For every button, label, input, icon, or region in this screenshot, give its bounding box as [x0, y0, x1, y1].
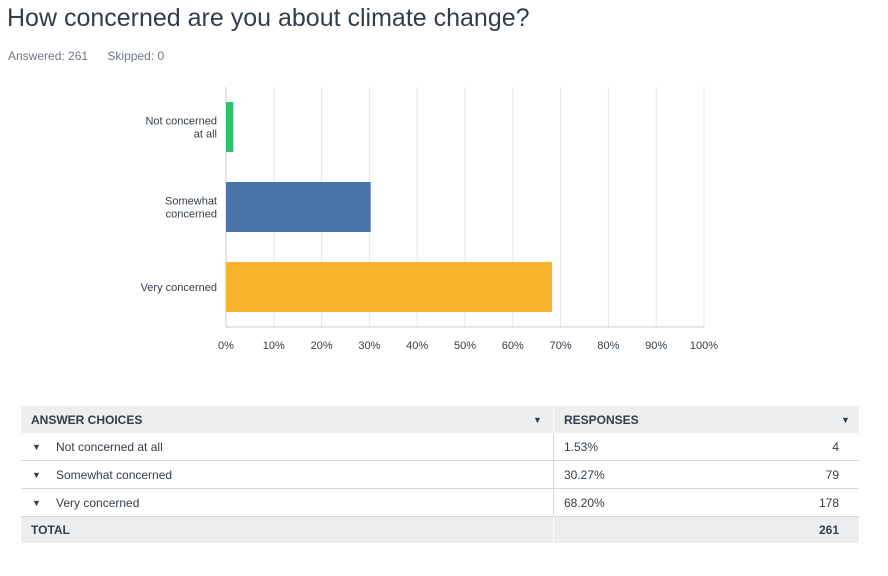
column-divider	[553, 517, 554, 543]
column-divider	[553, 489, 554, 516]
choice-label: Very concerned	[56, 495, 140, 510]
category-label: Not concerned	[145, 116, 217, 128]
choice-count: 79	[825, 467, 839, 482]
x-tick-label: 50%	[454, 340, 476, 352]
table-row: ▼ Somewhat concerned 30.27% 79	[21, 461, 859, 489]
x-tick-label: 100%	[690, 340, 718, 352]
bar[interactable]	[226, 182, 371, 232]
x-tick-label: 0%	[218, 340, 234, 352]
answered-count: Answered: 261	[8, 49, 89, 63]
category-label: Very concerned	[141, 282, 217, 294]
total-row: TOTAL 261	[21, 517, 859, 543]
choice-count: 178	[818, 495, 839, 510]
choice-label: Somewhat concerned	[56, 467, 173, 482]
x-tick-label: 40%	[406, 340, 428, 352]
x-tick-label: 30%	[358, 340, 380, 352]
table-row: ▼ Very concerned 68.20% 178	[21, 489, 859, 517]
chart-tick-labels: 0% 10% 20% 30% 40% 50% 60% 70% 80% 90% 100%	[218, 340, 718, 352]
category-label: Somewhat	[165, 196, 217, 208]
response-table: ANSWER CHOICES ▼ RESPONSES ▼ ▼ Not conce…	[21, 406, 859, 543]
category-label: at all	[194, 129, 217, 141]
expand-row-icon[interactable]: ▼	[32, 497, 41, 508]
bar[interactable]	[226, 262, 552, 312]
responses-header[interactable]: RESPONSES	[564, 412, 639, 427]
answer-choices-header[interactable]: ANSWER CHOICES	[31, 412, 143, 427]
choice-label: Not concerned at all	[56, 439, 163, 454]
x-tick-label: 70%	[550, 340, 572, 352]
total-label: TOTAL	[31, 523, 70, 537]
choice-percent: 1.53%	[564, 439, 599, 454]
expand-row-icon[interactable]: ▼	[32, 441, 41, 452]
bar[interactable]	[226, 102, 234, 152]
column-divider	[553, 406, 554, 433]
sort-responses-icon[interactable]: ▼	[841, 414, 850, 425]
column-divider	[553, 461, 554, 488]
x-tick-label: 20%	[311, 340, 333, 352]
x-tick-label: 90%	[645, 340, 667, 352]
question-title: How concerned are you about climate chan…	[7, 4, 530, 32]
choice-percent: 68.20%	[564, 495, 605, 510]
x-tick-label: 60%	[502, 340, 524, 352]
skipped-count: Skipped: 0	[107, 49, 165, 63]
expand-row-icon[interactable]: ▼	[32, 469, 41, 480]
category-label: concerned	[166, 209, 217, 221]
x-tick-label: 80%	[597, 340, 619, 352]
chart-bars	[226, 102, 552, 312]
column-divider	[553, 433, 554, 460]
choice-count: 4	[832, 439, 839, 454]
response-stats: Answered: 261 Skipped: 0	[8, 49, 180, 63]
total-count: 261	[818, 523, 839, 537]
table-row: ▼ Not concerned at all 1.53% 4	[21, 433, 859, 461]
choice-percent: 30.27%	[564, 467, 605, 482]
x-tick-label: 10%	[263, 340, 285, 352]
sort-choices-icon[interactable]: ▼	[533, 414, 542, 425]
table-header: ANSWER CHOICES ▼ RESPONSES ▼	[21, 406, 859, 433]
